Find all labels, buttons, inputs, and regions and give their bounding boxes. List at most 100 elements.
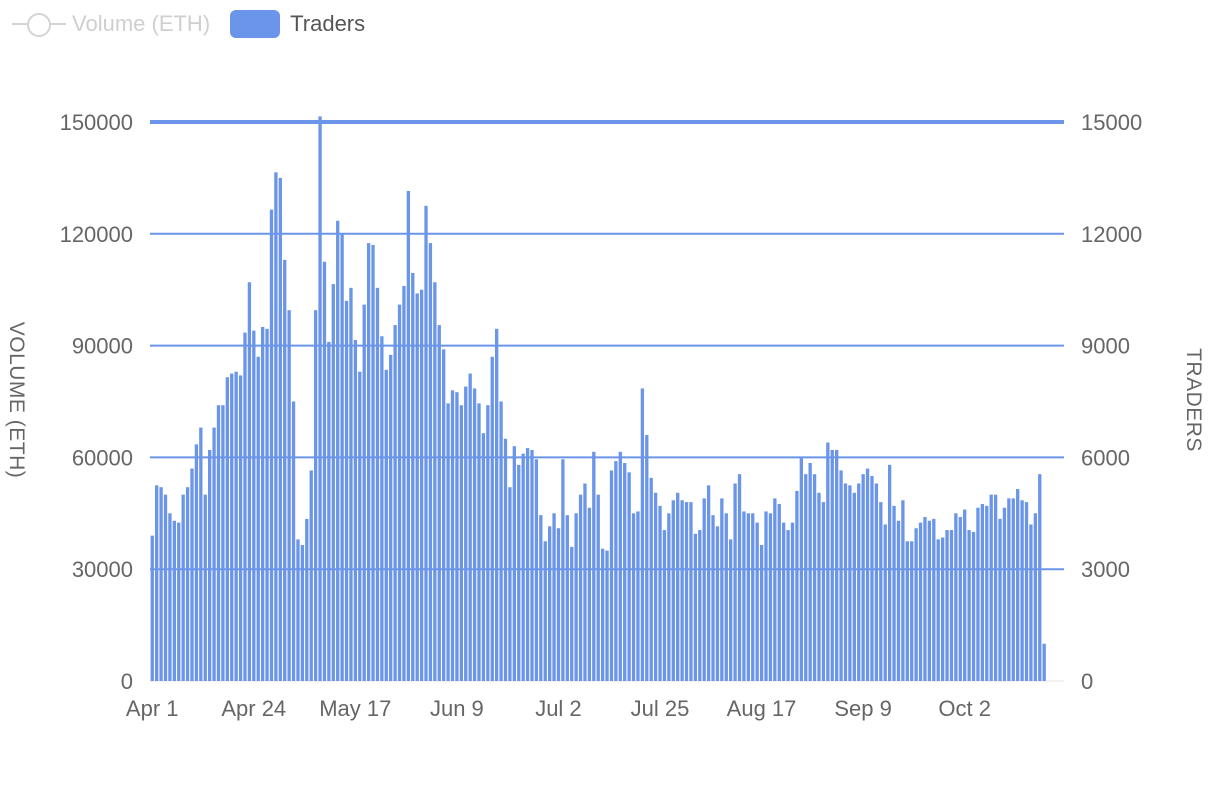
bar-traders-97 xyxy=(578,494,583,681)
x-axis-ticks: Apr 1 Apr 24 May 17 Jun 9 Jul 2 Jul 25 Aug 17 S… xyxy=(126,696,991,721)
bar-traders-177 xyxy=(932,518,936,681)
right-tick-label-3: 9000 xyxy=(1081,334,1130,359)
bar-traders-14 xyxy=(212,427,216,681)
bar-traders-191 xyxy=(993,494,998,681)
bar-traders-158 xyxy=(848,485,852,681)
x-tick-label-7: Sep 9 xyxy=(834,696,892,721)
bar-traders-134 xyxy=(742,511,746,681)
x-tick-label-0: Apr 1 xyxy=(126,696,179,721)
bar-traders-172 xyxy=(910,541,914,681)
bar-traders-90 xyxy=(547,526,552,681)
bar-traders-135 xyxy=(746,513,751,681)
traders-swatch-icon xyxy=(230,10,281,38)
left-tick-label-2: 60000 xyxy=(72,445,133,470)
bar-traders-167 xyxy=(887,464,892,681)
bar-traders-130 xyxy=(724,513,728,681)
legend-label-traders: Traders xyxy=(290,11,366,36)
bar-traders-156 xyxy=(839,470,843,681)
bar-traders-52 xyxy=(380,336,384,681)
chart-legend: Volume (ETH) Traders xyxy=(12,8,365,40)
bar-traders-50 xyxy=(371,244,375,682)
right-tick-label-2: 6000 xyxy=(1081,445,1130,470)
bar-traders-56 xyxy=(397,304,402,681)
bar-traders-119 xyxy=(676,492,680,681)
bar-traders-133 xyxy=(737,474,742,681)
legend-item-traders[interactable]: Traders xyxy=(230,10,365,38)
bar-traders-29 xyxy=(278,177,282,681)
bar-traders-11 xyxy=(199,427,203,681)
bar-traders-127 xyxy=(711,515,715,681)
bar-traders-162 xyxy=(865,468,870,681)
bar-traders-58 xyxy=(406,190,411,681)
bar-traders-25 xyxy=(260,326,265,681)
bar-traders-66 xyxy=(442,349,446,681)
bar-traders-122 xyxy=(689,502,693,681)
bar-traders-182 xyxy=(954,513,958,681)
bar-traders-103 xyxy=(605,550,609,681)
bar-traders-62 xyxy=(424,205,428,681)
bar-traders-36 xyxy=(309,470,313,681)
bar-traders-190 xyxy=(989,494,993,681)
bar-traders-34 xyxy=(300,544,305,681)
bar-traders-35 xyxy=(305,518,309,681)
bar-traders-149 xyxy=(808,462,812,681)
bar-traders-74 xyxy=(477,403,481,681)
bar-traders-5 xyxy=(172,520,176,681)
bar-traders-139 xyxy=(764,511,768,681)
right-tick-label-4: 12000 xyxy=(1081,222,1142,247)
left-tick-label-4: 120000 xyxy=(60,222,133,247)
bar-traders-71 xyxy=(464,386,468,681)
bar-traders-165 xyxy=(879,502,883,681)
left-tick-label-5: 150000 xyxy=(60,110,133,135)
bar-traders-73 xyxy=(472,388,477,681)
bar-traders-198 xyxy=(1024,502,1029,681)
bar-traders-118 xyxy=(671,500,675,681)
bar-traders-199 xyxy=(1029,524,1033,681)
bar-traders-86 xyxy=(530,449,534,681)
bar-traders-41 xyxy=(331,284,335,681)
bar-traders-179 xyxy=(940,537,945,681)
bar-traders-67 xyxy=(446,403,450,681)
bar-traders-186 xyxy=(971,531,976,681)
x-tick-label-4: Jul 2 xyxy=(535,696,581,721)
left-tick-label-3: 90000 xyxy=(72,334,133,359)
bar-traders-44 xyxy=(344,300,349,681)
bar-traders-124 xyxy=(698,530,702,681)
bar-traders-180 xyxy=(945,530,949,681)
bar-traders-169 xyxy=(896,520,901,681)
bar-traders-146 xyxy=(795,490,799,681)
legend-item-volume[interactable]: Volume (ETH) xyxy=(12,10,210,38)
bar-traders-63 xyxy=(428,243,433,681)
bar-traders-75 xyxy=(481,433,486,681)
bar-traders-163 xyxy=(870,476,874,681)
bar-traders-12 xyxy=(203,494,207,681)
right-tick-label-1: 3000 xyxy=(1081,557,1130,582)
bar-traders-154 xyxy=(830,449,834,681)
left-axis-ticks: 0 30000 60000 90000 120000 150000 xyxy=(60,110,133,694)
bar-traders-173 xyxy=(914,528,918,681)
bar-traders-194 xyxy=(1007,498,1011,681)
bar-series-traders xyxy=(150,116,1046,682)
bar-traders-59 xyxy=(411,272,415,681)
right-tick-label-5: 15000 xyxy=(1081,110,1142,135)
bar-traders-192 xyxy=(998,518,1002,681)
bar-traders-64 xyxy=(433,282,437,681)
bar-traders-148 xyxy=(804,474,808,681)
bar-traders-125 xyxy=(702,498,706,681)
bar-traders-184 xyxy=(963,509,967,681)
bar-traders-101 xyxy=(596,494,600,681)
bar-traders-69 xyxy=(455,392,459,681)
bar-traders-201 xyxy=(1038,474,1042,681)
bar-traders-153 xyxy=(826,442,830,681)
bar-traders-175 xyxy=(923,517,927,681)
bar-traders-31 xyxy=(287,310,291,681)
bar-traders-92 xyxy=(556,528,561,681)
bar-traders-164 xyxy=(874,483,879,681)
bar-traders-157 xyxy=(843,483,848,681)
bar-traders-111 xyxy=(640,388,645,681)
bar-traders-22 xyxy=(247,282,252,681)
bar-traders-112 xyxy=(645,435,649,681)
bar-traders-82 xyxy=(512,446,516,681)
bar-traders-57 xyxy=(402,285,406,681)
